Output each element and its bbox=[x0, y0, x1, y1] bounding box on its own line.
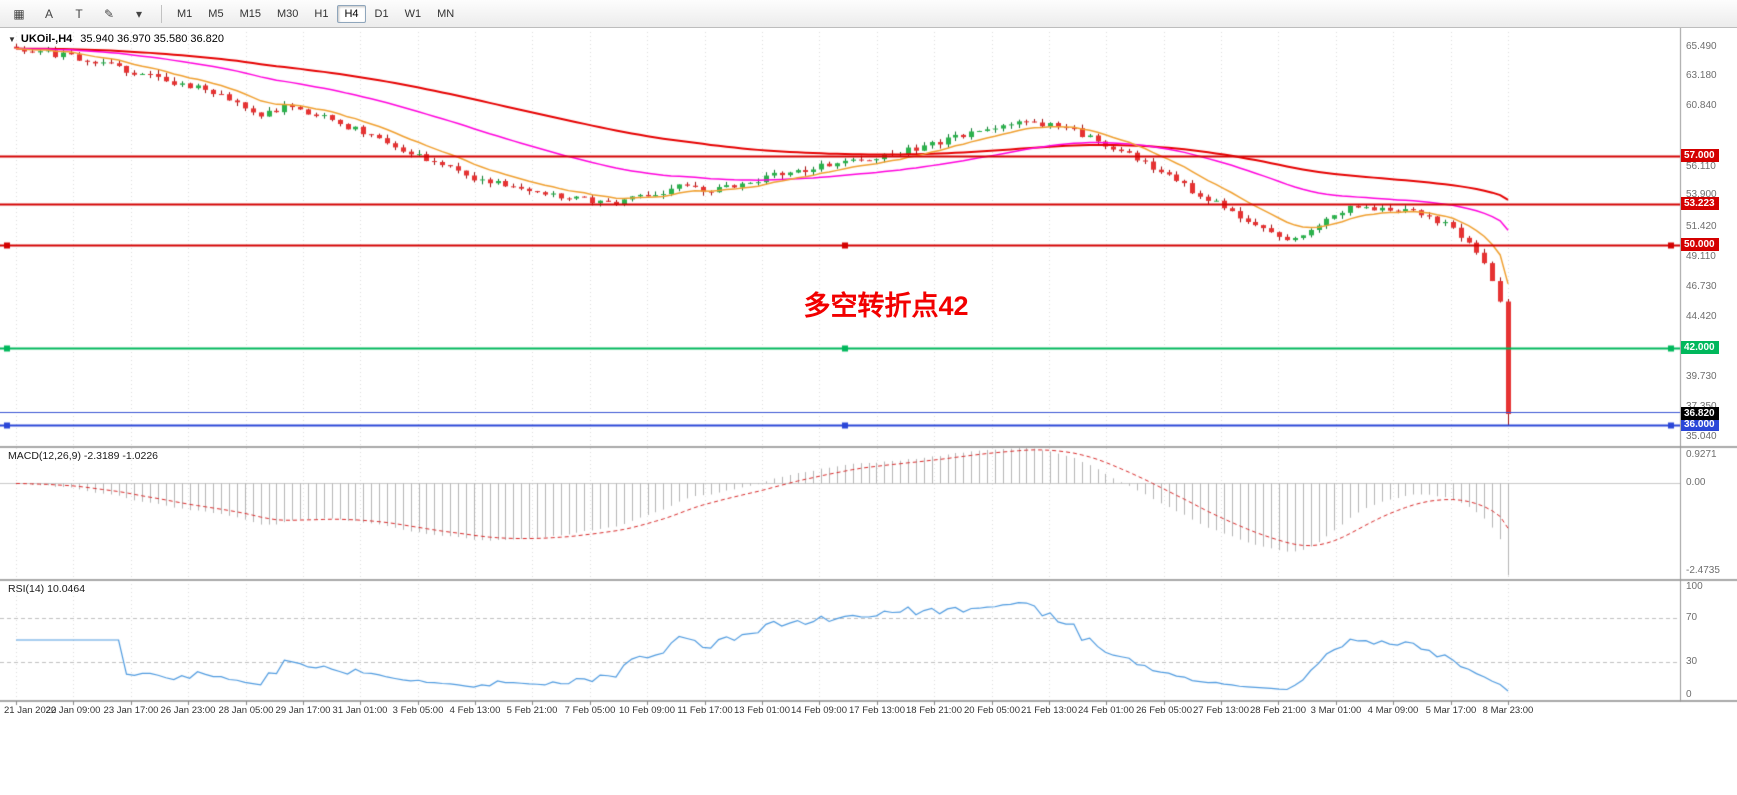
chart-title: ▼ UKOil-,H4 35.940 36.970 35.580 36.820 bbox=[8, 33, 224, 45]
time-axis-label: 8 Mar 23:00 bbox=[1482, 705, 1534, 716]
price-level-label[interactable]: 36.000 bbox=[1681, 417, 1719, 431]
price-axis-tick: 35.040 bbox=[1686, 430, 1717, 442]
time-axis-label: 28 Jan 05:00 bbox=[218, 705, 274, 716]
rsi-value: 10.0464 bbox=[47, 583, 86, 595]
toolbar-separator bbox=[161, 4, 162, 23]
timeframe-d1-button[interactable]: D1 bbox=[374, 7, 389, 20]
time-axis-label: 26 Jan 23:00 bbox=[160, 705, 216, 716]
time-axis-label: 3 Feb 05:00 bbox=[392, 705, 444, 716]
time-axis-label: 23 Jan 17:00 bbox=[103, 705, 159, 716]
chart-ohlc-values: 35.940 36.970 35.580 36.820 bbox=[80, 33, 225, 45]
time-axis-label: 28 Feb 21:00 bbox=[1250, 705, 1306, 716]
time-axis-label: 10 Feb 09:00 bbox=[619, 705, 675, 716]
price-axis-tick: 49.110 bbox=[1686, 250, 1716, 262]
charts-grid-tool-button[interactable]: ▦ bbox=[13, 6, 25, 21]
time-axis-label: 4 Feb 13:00 bbox=[449, 705, 501, 716]
macd-name: MACD(12,26,9) bbox=[8, 450, 81, 462]
time-axis-label: 24 Feb 01:00 bbox=[1078, 705, 1134, 716]
rsi-name: RSI(14) bbox=[8, 583, 45, 595]
macd-indicator-label: MACD(12,26,9) -2.3189 -1.0226 bbox=[8, 450, 158, 462]
price-axis-tick: 39.730 bbox=[1686, 370, 1717, 382]
current-price-label: 36.820 bbox=[1681, 407, 1719, 420]
price-axis-tick: 53.900 bbox=[1686, 189, 1717, 201]
price-level-label[interactable]: 50.000 bbox=[1681, 238, 1719, 252]
chart-tools-group: ▦ A T ✎ ▾ bbox=[4, 3, 154, 25]
macd-scale-max: 0.9271 bbox=[1686, 449, 1717, 460]
text-tool-button[interactable]: T bbox=[75, 6, 83, 21]
time-axis-label: 4 Mar 09:00 bbox=[1367, 705, 1419, 716]
rsi-indicator-label: RSI(14) 10.0464 bbox=[8, 583, 85, 595]
timeframe-mn-button[interactable]: MN bbox=[437, 7, 455, 20]
time-axis-label: 7 Feb 05:00 bbox=[564, 705, 616, 716]
timeframe-toolbar: M1 M5 M15 M30 H1 H4 D1 W1 MN bbox=[169, 4, 462, 23]
time-axis-label: 5 Feb 21:00 bbox=[506, 705, 558, 716]
rsi-scale-70: 70 bbox=[1686, 611, 1698, 623]
time-axis-label: 21 Feb 13:00 bbox=[1021, 705, 1077, 716]
chart-canvas[interactable] bbox=[0, 28, 1737, 795]
time-axis-label: 18 Feb 21:00 bbox=[906, 705, 962, 716]
rsi-scale-30: 30 bbox=[1686, 656, 1698, 668]
time-axis-label: 21 Jan 2020 bbox=[4, 705, 57, 716]
rsi-scale-100: 100 bbox=[1686, 581, 1703, 592]
rsi-scale-0: 0 bbox=[1686, 689, 1692, 700]
time-axis-label: 31 Jan 01:00 bbox=[332, 705, 388, 716]
label-tool-button[interactable]: A bbox=[44, 6, 53, 21]
price-axis-tick: 51.420 bbox=[1686, 220, 1717, 232]
chart-symbol-timeframe: UKOil-,H4 bbox=[20, 33, 73, 45]
macd-values: -2.3189 -1.0226 bbox=[83, 450, 159, 462]
time-axis-label: 3 Mar 01:00 bbox=[1310, 705, 1362, 716]
price-axis-tick: 46.730 bbox=[1686, 281, 1717, 293]
timeframe-m5-button[interactable]: M5 bbox=[208, 7, 224, 20]
draw-tool-button[interactable]: ✎ bbox=[103, 6, 115, 21]
timeframe-m1-button[interactable]: M1 bbox=[177, 7, 193, 20]
chart-menu-icon[interactable]: ▼ bbox=[8, 35, 16, 44]
chart-annotation-text[interactable]: 多空转折点42 bbox=[803, 291, 969, 321]
timeframe-h4-button[interactable]: H4 bbox=[337, 4, 366, 23]
price-level-label[interactable]: 42.000 bbox=[1681, 340, 1719, 354]
time-axis-label: 11 Feb 17:00 bbox=[677, 705, 733, 716]
time-axis-label: 17 Feb 13:00 bbox=[849, 705, 905, 716]
time-axis-label: 14 Feb 09:00 bbox=[791, 705, 847, 716]
price-axis-tick: 65.490 bbox=[1686, 40, 1717, 52]
macd-scale-min: -2.4735 bbox=[1686, 565, 1720, 576]
macd-scale-zero: 0.00 bbox=[1686, 477, 1706, 489]
timeframe-w1-button[interactable]: W1 bbox=[404, 7, 422, 20]
time-axis-label: 5 Mar 17:00 bbox=[1425, 705, 1477, 716]
time-axis-label: 29 Jan 17:00 bbox=[275, 705, 331, 716]
price-level-label[interactable]: 57.000 bbox=[1681, 148, 1719, 162]
price-axis-tick: 56.110 bbox=[1686, 160, 1716, 172]
time-axis-label: 27 Feb 13:00 bbox=[1193, 705, 1249, 716]
price-axis-tick: 37.350 bbox=[1686, 401, 1717, 412]
main-toolbar: ▦ A T ✎ ▾ M1 M5 M15 M30 H1 H4 D1 W1 MN bbox=[0, 0, 1737, 28]
chart-window: ▼ UKOil-,H4 35.940 36.970 35.580 36.820 多空… bbox=[0, 28, 1737, 795]
price-axis-tick: 44.420 bbox=[1686, 310, 1717, 322]
time-axis-label: 22 Jan 09:00 bbox=[45, 705, 101, 716]
price-level-label[interactable]: 53.223 bbox=[1681, 196, 1719, 210]
timeframe-h1-button[interactable]: H1 bbox=[314, 7, 329, 20]
timeframe-m30-button[interactable]: M30 bbox=[276, 7, 299, 20]
price-axis-tick: 63.180 bbox=[1686, 70, 1717, 82]
timeframe-m15-button[interactable]: M15 bbox=[239, 7, 261, 20]
draw-tool-caret-button[interactable]: ▾ bbox=[135, 6, 143, 21]
time-axis-label: 26 Feb 05:00 bbox=[1136, 705, 1192, 716]
price-axis-tick: 60.840 bbox=[1686, 100, 1717, 112]
time-axis-label: 20 Feb 05:00 bbox=[964, 705, 1020, 716]
time-axis-label: 13 Feb 01:00 bbox=[734, 705, 790, 716]
